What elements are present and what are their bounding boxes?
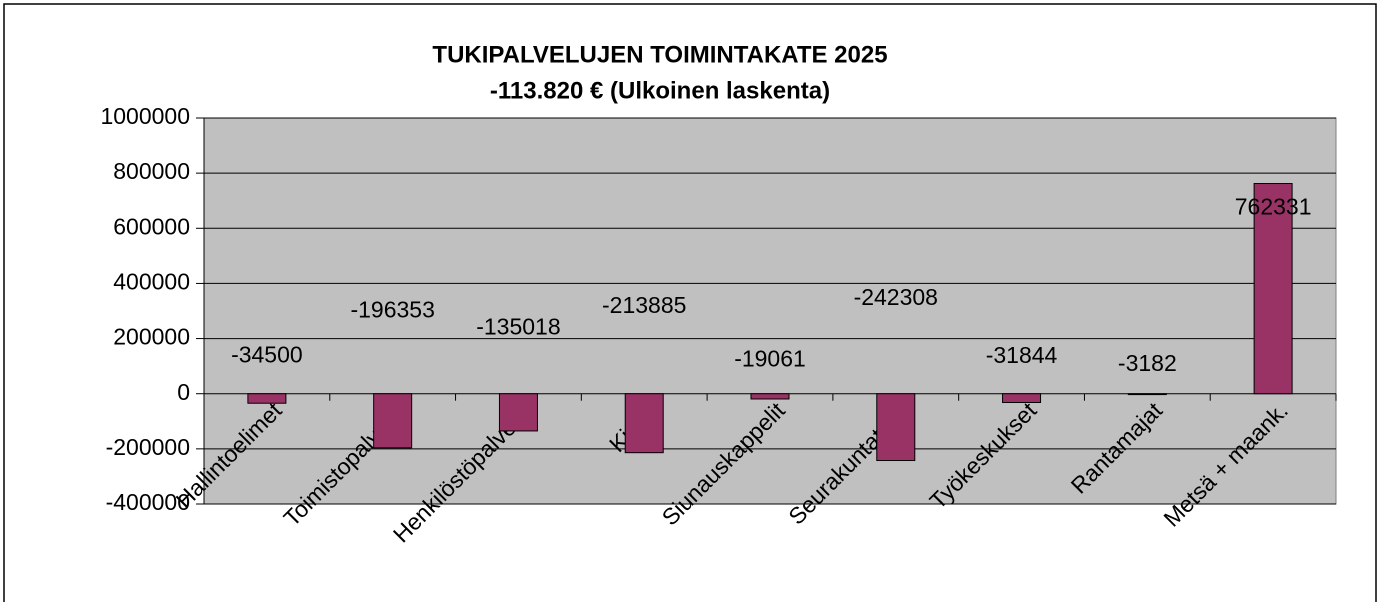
y-tick-label: 600000: [113, 213, 190, 239]
chart-title: TUKIPALVELUJEN TOIMINTAKATE 2025: [432, 41, 887, 68]
data-label: -19061: [734, 346, 806, 372]
y-tick-label: -400000: [106, 489, 190, 515]
bar: [1253, 183, 1293, 395]
data-label: -135018: [476, 314, 560, 340]
y-tick-label: 1000000: [100, 103, 190, 129]
data-label: 762331: [1235, 194, 1312, 220]
bar: [247, 393, 287, 404]
y-tick-label: 0: [177, 379, 190, 405]
y-tick-label: 200000: [113, 324, 190, 350]
y-tick-label: 400000: [113, 269, 190, 295]
chart-subtitle: -113.820 € (Ulkoinen laskenta): [490, 77, 830, 104]
bar: [1127, 393, 1167, 396]
bar: [624, 393, 664, 454]
data-label: -3182: [1118, 350, 1177, 376]
bar: [373, 393, 413, 449]
bar: [498, 393, 538, 432]
y-tick-label: -200000: [106, 434, 190, 460]
y-tick-label: 800000: [113, 158, 190, 184]
bar: [876, 393, 916, 462]
bar: [1002, 393, 1042, 403]
data-label: -196353: [350, 297, 434, 323]
data-label: -31844: [986, 342, 1058, 368]
data-label: -213885: [602, 292, 686, 318]
data-label: -242308: [854, 284, 938, 310]
data-label: -34500: [231, 341, 303, 367]
bar: [750, 393, 790, 400]
